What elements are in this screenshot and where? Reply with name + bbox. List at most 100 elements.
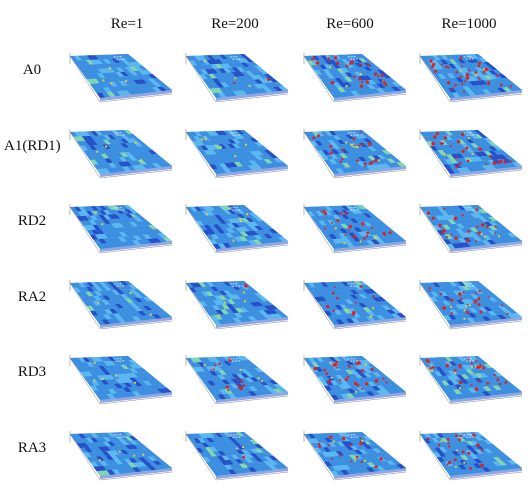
surface-cell — [507, 388, 517, 394]
surface-cell — [202, 457, 211, 462]
red-spot — [360, 80, 363, 84]
surface-cell — [263, 310, 273, 315]
surface-cell — [334, 77, 344, 83]
white-mark — [466, 283, 469, 285]
surface-cell — [328, 234, 338, 240]
surface-cell — [347, 162, 356, 168]
surface-cell — [315, 136, 324, 141]
surface-cell — [430, 145, 438, 151]
surface-cell — [193, 287, 202, 293]
surface-cell — [349, 374, 359, 379]
surface-cell — [102, 446, 111, 451]
surface-cell — [248, 311, 258, 317]
surface-cell — [114, 303, 124, 309]
surface-cell — [120, 289, 130, 295]
surface-cell — [268, 233, 279, 238]
surface-cell — [199, 74, 208, 80]
surface-cell — [117, 85, 127, 91]
surface-cell — [349, 148, 359, 153]
yellow-spot — [257, 377, 260, 380]
surface-cell — [120, 294, 130, 299]
surface-plot-svg — [69, 431, 173, 481]
surface-cell — [437, 150, 447, 155]
white-mark — [469, 434, 472, 436]
yellow-spot — [243, 300, 246, 303]
surface-cell — [333, 460, 343, 466]
surface-cell — [116, 166, 126, 172]
surface-cell — [347, 388, 356, 394]
surface-cell — [362, 134, 372, 139]
surface-cell — [326, 73, 335, 79]
surface-cell — [478, 58, 488, 63]
surface-cell — [147, 389, 157, 395]
surface-cell — [147, 87, 157, 93]
surface-cell — [366, 84, 376, 90]
surface-cell — [468, 157, 478, 162]
surface-cell — [143, 225, 153, 230]
surface-cell — [311, 438, 320, 444]
surface-cell — [371, 159, 381, 165]
surface-cell — [254, 142, 264, 147]
surface-cell — [118, 157, 128, 162]
red-spot — [364, 382, 369, 386]
surface-cell — [197, 215, 205, 221]
surface-cell — [381, 301, 392, 306]
red-spot — [335, 61, 340, 65]
surface-cell — [133, 372, 143, 378]
surface-cell — [493, 70, 503, 75]
surface-cell — [126, 165, 136, 171]
surface-cell — [236, 294, 246, 299]
surface-cell — [212, 168, 222, 174]
red-spot — [357, 144, 360, 147]
red-spot — [461, 450, 465, 454]
red-spot — [480, 223, 485, 227]
surface-cell — [193, 136, 202, 142]
red-spot — [447, 66, 450, 69]
surface-cell — [456, 374, 465, 380]
surface-cell — [497, 74, 508, 79]
white-mark — [229, 207, 232, 209]
surface-cell — [232, 392, 242, 398]
surface-cell — [113, 313, 122, 319]
surface-cell — [460, 77, 469, 82]
surface-cell — [247, 89, 258, 94]
surface-cell — [331, 73, 340, 79]
surface-cell — [488, 452, 498, 458]
red-spot — [461, 149, 465, 153]
surface-cell — [488, 70, 498, 75]
surface-cell — [457, 210, 466, 215]
surface-cell — [444, 442, 453, 447]
surface-cell — [219, 87, 228, 93]
surface-cell — [483, 151, 493, 156]
surface-cell — [193, 438, 202, 444]
surface-cell — [345, 294, 354, 300]
surface-cell — [222, 167, 232, 173]
surface-cell — [120, 134, 129, 139]
surface-cell — [129, 151, 139, 157]
surface-cell — [225, 383, 234, 389]
surface-cell — [245, 151, 255, 157]
surface-cell — [91, 78, 100, 84]
surface-cell — [474, 138, 484, 143]
surface-cell — [344, 455, 353, 460]
surface-cell — [470, 449, 479, 455]
surface-cell — [89, 371, 98, 376]
surface-cell — [451, 470, 461, 476]
surface-cell — [357, 356, 367, 361]
surface-cell — [372, 457, 382, 462]
surface-cell — [89, 296, 98, 301]
surface-cell — [436, 286, 445, 292]
x-axis-line — [69, 206, 101, 254]
surface-cell — [304, 433, 312, 439]
surface-cell — [223, 63, 232, 68]
surface-cell — [94, 83, 104, 89]
surface-plot-r2-c0 — [60, 201, 178, 263]
surface-cell — [212, 154, 221, 160]
surface-cell — [436, 457, 445, 462]
surface-cell — [442, 73, 451, 79]
surface-cell — [115, 436, 125, 441]
surface-cell — [443, 239, 452, 245]
surface-cell — [249, 213, 259, 218]
surface-cell — [152, 314, 162, 319]
red-spot — [368, 142, 372, 146]
